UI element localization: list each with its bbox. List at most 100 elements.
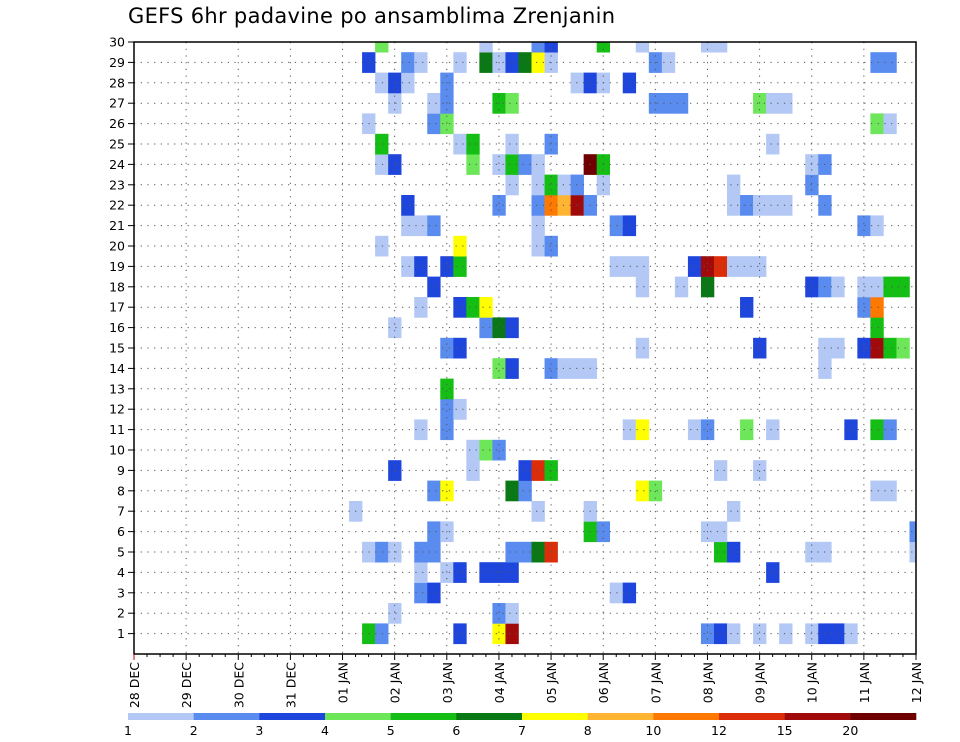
heatmap-cell [544,133,558,155]
heatmap-cell [466,439,480,461]
heatmap-cell [596,42,611,53]
heatmap-cell [779,623,793,645]
x-tick-label: 02 JAN [388,662,403,703]
heatmap-cell [531,215,545,237]
heatmap-cell [505,623,519,645]
heatmap-cell [505,480,519,502]
heatmap-cell [870,113,884,135]
heatmap-cell [531,235,545,257]
heatmap-cell [635,337,650,359]
heatmap-cell [427,276,441,298]
heatmap-cell [505,541,519,563]
heatmap-cell [857,337,871,359]
colorbar-label: 8 [584,723,592,738]
heatmap-cell [883,337,897,359]
y-tick-label: 27 [109,96,125,111]
heatmap-cell [505,603,519,624]
heatmap-cell [466,133,480,155]
heatmap-cell [505,154,519,175]
heatmap-cell [518,52,532,73]
heatmap-cell [700,419,715,441]
heatmap-cell [857,215,871,237]
heatmap-cell [622,582,637,604]
heatmap-cell [531,174,545,196]
heatmap-cell [375,154,389,175]
colorbar-label: 7 [518,723,526,738]
heatmap-cell [870,297,884,318]
heatmap-cell [557,358,571,379]
heatmap-cell [479,52,493,73]
heatmap-cell [870,337,884,359]
heatmap-cell [375,623,389,645]
heatmap-cell [727,195,741,216]
heatmap-cell [440,113,454,135]
heatmap-cell [753,623,767,645]
heatmap-cell [401,72,415,94]
heatmap-cell [883,480,897,502]
heatmap-cell [779,195,793,216]
heatmap-cell [700,623,715,645]
y-tick-label: 14 [109,361,125,376]
heatmap-cell [687,256,702,277]
heatmap-cell [440,378,454,400]
y-tick-label: 18 [109,279,125,294]
heatmap-cell [622,256,637,277]
colorbar-label: 15 [777,723,793,738]
heatmap-cell [883,52,897,73]
heatmap-cell [700,42,715,53]
y-tick-label: 22 [109,198,125,213]
heatmap-cells [349,42,917,645]
y-tick-label: 23 [109,177,125,192]
heatmap-cell [909,541,917,563]
heatmap-cell [427,113,441,135]
heatmap-cell [427,521,441,543]
heatmap-cell [687,419,702,441]
heatmap-cell [740,195,754,216]
y-tick-label: 4 [117,565,125,580]
heatmap-cell [544,460,558,481]
heatmap-cell [518,480,532,502]
y-tick-label: 15 [109,341,125,356]
heatmap-cell [713,256,728,277]
x-tick-label: 09 JAN [753,662,768,703]
x-tick-label: 07 JAN [648,662,663,703]
heatmap-cell [531,541,545,563]
heatmap-cell [753,256,767,277]
heatmap-cell [479,439,493,461]
heatmap-cell [557,174,571,196]
y-tick-label: 26 [109,116,125,131]
x-tick-label: 29 DEC [179,662,194,708]
heatmap-cell [505,358,519,379]
heatmap-cell [609,256,624,277]
heatmap-cell [505,562,519,583]
heatmap-cell [609,215,624,237]
colorbar-label: 6 [452,723,460,738]
x-axis: 28 DEC 29 DEC 30 DEC 31 DEC 01 JAN 02 JAN 03 J… [127,654,924,708]
x-tick-label: 28 DEC [127,662,142,708]
heatmap-cell [453,337,467,359]
colorbar-segment [653,713,720,720]
heatmap-cell [753,195,767,216]
heatmap-cell [635,419,650,441]
heatmap-cell [492,623,506,645]
heatmap-cell [492,358,506,379]
y-tick-label: 24 [109,157,125,172]
heatmap-cell [870,480,884,502]
heatmap-cell [713,460,728,481]
heatmap-cell [388,317,402,339]
heatmap-cell [896,276,910,298]
y-tick-label: 19 [109,259,125,274]
y-tick-label: 16 [109,320,125,335]
y-tick-label: 25 [109,137,125,152]
heatmap-cell [388,603,402,624]
heatmap-cell [505,174,519,196]
heatmap-cell [766,562,780,583]
heatmap-cell [440,256,454,277]
y-tick-label: 21 [109,218,125,233]
heatmap-cell [518,541,532,563]
colorbar-segment [390,713,457,720]
heatmap-cell [388,460,402,481]
heatmap-cell [779,93,793,114]
heatmap-cell [453,133,467,155]
heatmap-cell [531,42,545,53]
